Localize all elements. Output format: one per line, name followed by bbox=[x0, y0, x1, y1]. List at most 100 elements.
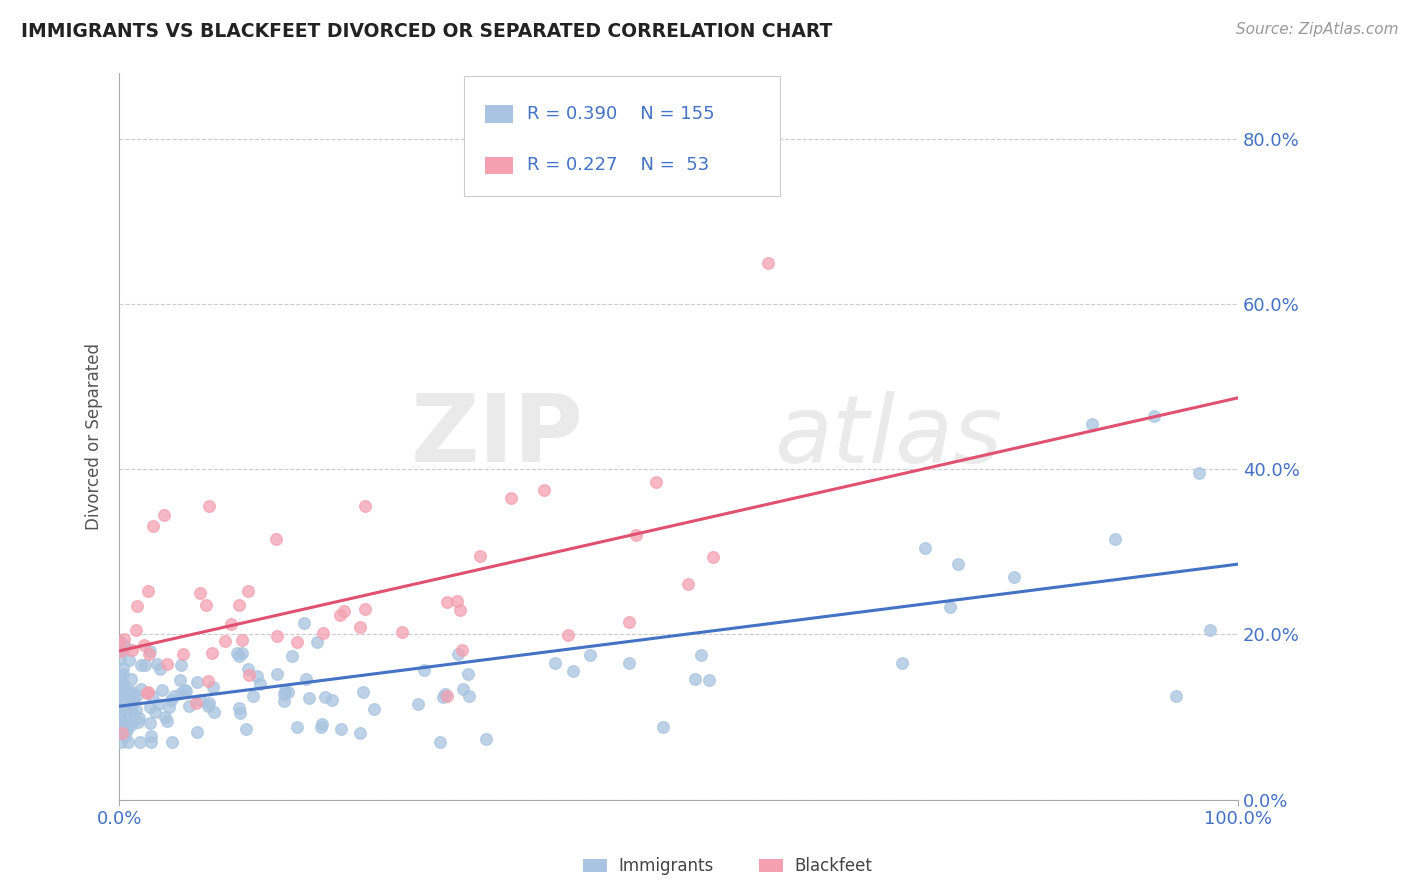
Point bbox=[111, 675, 134, 690]
Point bbox=[120, 672, 142, 686]
Point bbox=[579, 648, 602, 662]
Text: ZIP: ZIP bbox=[411, 391, 583, 483]
Point bbox=[436, 595, 458, 609]
Point bbox=[111, 726, 134, 740]
Point bbox=[249, 676, 271, 690]
Point bbox=[112, 701, 135, 715]
Point bbox=[561, 664, 583, 678]
Point bbox=[197, 696, 219, 710]
Point bbox=[150, 683, 173, 698]
Point bbox=[219, 617, 242, 632]
Point bbox=[132, 638, 155, 652]
Point bbox=[499, 491, 522, 505]
Point bbox=[702, 549, 724, 564]
Point bbox=[112, 660, 135, 674]
Point bbox=[619, 615, 641, 630]
Point bbox=[273, 686, 295, 700]
Point bbox=[129, 658, 152, 673]
Point bbox=[108, 697, 131, 711]
Point bbox=[149, 662, 172, 676]
Point bbox=[450, 643, 472, 657]
Point bbox=[475, 731, 498, 746]
Point bbox=[1166, 690, 1188, 704]
Point bbox=[108, 694, 131, 708]
Point bbox=[169, 673, 191, 687]
Point bbox=[1199, 624, 1222, 638]
Point bbox=[186, 675, 208, 690]
Point bbox=[114, 640, 136, 655]
Point bbox=[939, 600, 962, 615]
Point bbox=[287, 635, 309, 649]
Point bbox=[108, 666, 131, 681]
Point bbox=[115, 701, 138, 715]
Point bbox=[449, 603, 471, 617]
Y-axis label: Divorced or Separated: Divorced or Separated bbox=[86, 343, 103, 530]
Point bbox=[139, 729, 162, 743]
Point bbox=[117, 735, 139, 749]
Point bbox=[756, 256, 779, 270]
Text: R = 0.390    N = 155: R = 0.390 N = 155 bbox=[527, 105, 714, 123]
Point bbox=[890, 656, 912, 670]
Point bbox=[110, 711, 132, 725]
Point bbox=[120, 686, 142, 700]
Point bbox=[330, 723, 353, 737]
Point bbox=[202, 705, 225, 719]
Point bbox=[121, 717, 143, 731]
Point bbox=[697, 673, 720, 688]
Point bbox=[120, 684, 142, 698]
Point bbox=[127, 715, 149, 730]
Point bbox=[446, 594, 468, 608]
Point bbox=[188, 585, 211, 599]
Point bbox=[186, 725, 208, 739]
Point bbox=[557, 628, 579, 642]
Point bbox=[110, 668, 132, 682]
Point bbox=[914, 541, 936, 555]
Point bbox=[948, 558, 970, 572]
Point bbox=[111, 673, 134, 688]
Point bbox=[626, 528, 648, 542]
Point bbox=[153, 508, 176, 522]
Point bbox=[129, 682, 152, 697]
Point bbox=[121, 705, 143, 719]
Point bbox=[470, 549, 492, 564]
Point bbox=[157, 700, 180, 714]
Point bbox=[114, 729, 136, 743]
Point bbox=[136, 685, 159, 699]
Point bbox=[236, 662, 259, 676]
Point bbox=[201, 680, 224, 694]
Point bbox=[142, 518, 165, 533]
Point bbox=[124, 692, 146, 706]
Point bbox=[120, 696, 142, 710]
Point bbox=[111, 701, 134, 715]
Point bbox=[138, 700, 160, 714]
Point bbox=[112, 638, 135, 652]
Point bbox=[412, 663, 434, 677]
Point bbox=[134, 658, 156, 673]
Point bbox=[273, 694, 295, 708]
Point bbox=[177, 699, 200, 714]
Point bbox=[114, 686, 136, 700]
Point bbox=[352, 685, 374, 699]
Point bbox=[228, 648, 250, 663]
Point bbox=[195, 599, 218, 613]
Point bbox=[280, 648, 302, 663]
Point bbox=[139, 644, 162, 658]
Point bbox=[143, 705, 166, 719]
Point bbox=[108, 680, 131, 694]
Point bbox=[138, 647, 160, 661]
Point bbox=[229, 706, 252, 721]
Point bbox=[156, 714, 179, 729]
Point bbox=[197, 500, 219, 514]
Point bbox=[146, 657, 169, 672]
Point bbox=[174, 684, 197, 698]
Point bbox=[156, 657, 179, 672]
Point bbox=[683, 672, 706, 686]
Point bbox=[231, 646, 253, 660]
Point bbox=[354, 602, 377, 616]
Point bbox=[391, 625, 413, 640]
Point bbox=[153, 710, 176, 724]
Point bbox=[264, 533, 287, 547]
Point bbox=[159, 693, 181, 707]
Point bbox=[197, 699, 219, 714]
Point bbox=[139, 735, 162, 749]
